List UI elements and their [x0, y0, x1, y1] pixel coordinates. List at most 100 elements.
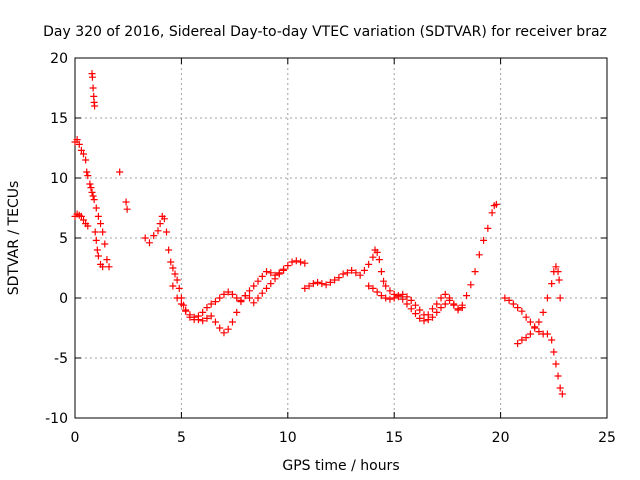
- data-point: [365, 260, 373, 268]
- x-tick-label: 5: [177, 430, 186, 446]
- data-point: [207, 300, 215, 308]
- data-point: [380, 277, 388, 285]
- data-point: [382, 294, 390, 302]
- data-point: [93, 246, 101, 254]
- data-point: [518, 336, 526, 344]
- data-points: [71, 70, 566, 398]
- data-point: [420, 317, 428, 325]
- data-point: [377, 292, 385, 300]
- data-point: [535, 328, 543, 336]
- data-point: [90, 92, 98, 100]
- data-point: [122, 198, 130, 206]
- y-tick-label: 10: [50, 171, 68, 187]
- data-point: [88, 188, 96, 196]
- data-point: [411, 301, 419, 309]
- data-point: [92, 236, 100, 244]
- x-tick-labels: 0 5 10 15 20 25: [71, 430, 616, 446]
- data-point: [318, 280, 326, 288]
- data-point: [88, 73, 96, 81]
- x-tick-label: 0: [71, 430, 80, 446]
- data-point: [550, 348, 558, 356]
- data-point: [154, 227, 162, 235]
- data-point: [224, 288, 232, 296]
- data-point: [263, 284, 271, 292]
- data-point: [305, 282, 313, 290]
- data-point: [429, 313, 437, 321]
- data-point: [424, 316, 432, 324]
- data-point: [94, 212, 102, 220]
- data-point: [386, 287, 394, 295]
- data-point: [480, 236, 488, 244]
- data-point: [80, 216, 88, 224]
- data-point: [220, 329, 228, 337]
- data-point: [369, 284, 377, 292]
- data-point: [171, 270, 179, 278]
- data-point: [558, 390, 566, 398]
- data-point: [475, 251, 483, 259]
- data-point: [403, 300, 411, 308]
- data-point: [233, 294, 241, 302]
- data-point: [301, 259, 309, 267]
- data-point: [429, 305, 437, 313]
- chart-title: Day 320 of 2016, Sidereal Day-to-day VTE…: [43, 24, 607, 40]
- y-tick-label: -5: [54, 351, 68, 367]
- data-point: [241, 292, 249, 300]
- data-point: [463, 292, 471, 300]
- data-point: [245, 287, 253, 295]
- data-point: [554, 372, 562, 380]
- data-point: [245, 294, 253, 302]
- data-point: [211, 298, 219, 306]
- data-point: [101, 240, 109, 248]
- data-point: [254, 277, 262, 285]
- data-point: [258, 289, 266, 297]
- data-point: [535, 318, 543, 326]
- data-point: [280, 266, 288, 274]
- data-point: [91, 102, 99, 110]
- data-point: [94, 252, 102, 260]
- data-point: [446, 296, 454, 304]
- data-point: [373, 288, 381, 296]
- data-point: [177, 300, 185, 308]
- data-point: [501, 294, 509, 302]
- data-point: [237, 298, 245, 306]
- data-point: [203, 314, 211, 322]
- data-point: [82, 156, 90, 164]
- data-point: [173, 276, 181, 284]
- data-point: [386, 295, 394, 303]
- data-point: [403, 293, 411, 301]
- data-point: [531, 324, 539, 332]
- data-point: [169, 264, 177, 272]
- data-point: [522, 334, 530, 342]
- data-point: [522, 313, 530, 321]
- data-point: [309, 280, 317, 288]
- data-point: [394, 292, 402, 300]
- data-point: [484, 224, 492, 232]
- data-point: [190, 313, 198, 321]
- data-point: [233, 308, 241, 316]
- data-point: [228, 318, 236, 326]
- data-point: [175, 284, 183, 292]
- data-point: [365, 282, 373, 290]
- data-point: [407, 296, 415, 304]
- data-point: [555, 276, 563, 284]
- data-point: [411, 310, 419, 318]
- data-point: [267, 280, 275, 288]
- data-point: [433, 308, 441, 316]
- data-point: [77, 146, 85, 154]
- data-point: [103, 256, 111, 264]
- data-point: [301, 284, 309, 292]
- data-point: [526, 330, 534, 338]
- y-tick-label: 0: [59, 291, 68, 307]
- data-point: [194, 316, 202, 324]
- data-point: [375, 256, 383, 264]
- data-point: [207, 312, 215, 320]
- data-point: [228, 290, 236, 298]
- data-point: [450, 301, 458, 309]
- data-point: [441, 290, 449, 298]
- data-point: [156, 220, 164, 228]
- data-point: [80, 150, 88, 158]
- data-point: [99, 263, 107, 271]
- data-point: [420, 311, 428, 319]
- data-point: [407, 305, 415, 313]
